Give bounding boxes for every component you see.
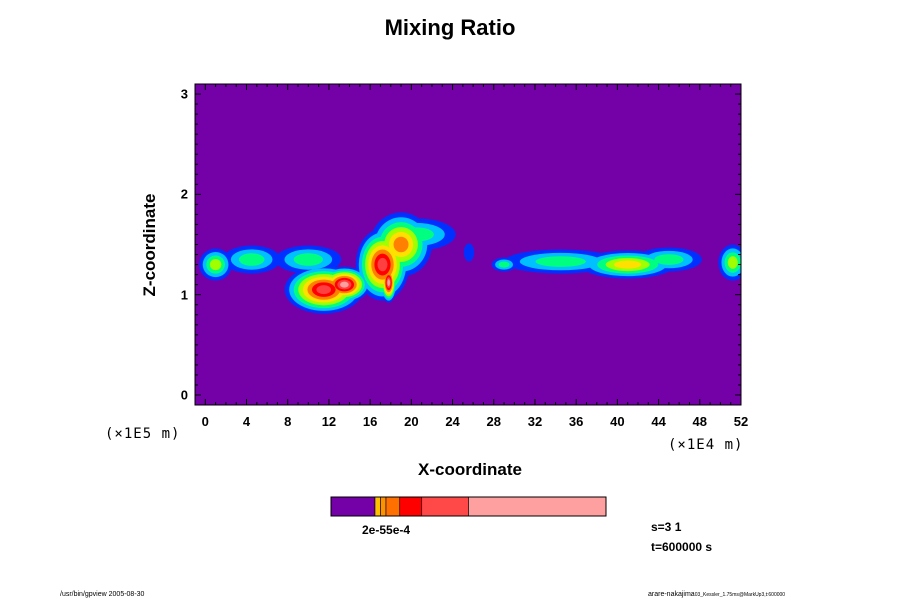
- x-axis-label: X-coordinate: [418, 460, 522, 479]
- contour-blob-10-level-3: [498, 261, 510, 268]
- colorbar-segment: [330, 496, 376, 517]
- contour-blob-4-level-9: [340, 281, 349, 288]
- tick-marks: [195, 84, 742, 405]
- contour-blob-6-level-6: [393, 236, 409, 253]
- footer-right: arare-nakajima03_Kessler_1.75ms@MarkUp3,…: [648, 591, 785, 598]
- chart-title: Mixing Ratio: [384, 15, 516, 40]
- x-tick-label: 32: [527, 414, 543, 429]
- contour-blob-8-level-9: [387, 279, 391, 286]
- contour-layer: [199, 212, 741, 314]
- x-tick-label: 28: [486, 414, 501, 429]
- x-tick-label: 24: [445, 414, 460, 429]
- x-tick-label: 12: [321, 414, 337, 429]
- y-scale-note: (×1E5 m): [105, 426, 181, 442]
- contour-blob-13-level-3: [654, 254, 684, 265]
- contour-blob-14-level-4: [727, 256, 738, 269]
- colorbar-segment: [468, 496, 607, 517]
- colorbar-frame: [330, 496, 607, 517]
- x-tick-label: 16: [362, 414, 378, 429]
- contour-blob-3-level-8: [316, 285, 332, 295]
- contour-blob-0-level-4: [209, 258, 222, 271]
- time-label: t=600000 s: [651, 540, 713, 554]
- footer-right-main: arare-nakajima: [648, 591, 695, 598]
- colorbar-segment: [374, 496, 381, 517]
- colorbar: [330, 496, 607, 517]
- contour-blob-5-level-8: [377, 257, 388, 272]
- contour-blob-9-level-1: [463, 243, 475, 262]
- y-tick-label: 3: [180, 86, 188, 102]
- x-tick-label: 44: [651, 414, 666, 429]
- y-axis-label: Z-coordinate: [140, 193, 159, 297]
- colorbar-segment: [385, 496, 401, 517]
- footer-left: /usr/bin/gpview 2005-08-30: [60, 591, 145, 598]
- colorbar-segment: [399, 496, 423, 517]
- colorbar-segment: [380, 496, 387, 517]
- x-tick-label: 8: [284, 414, 292, 429]
- y-tick-label: 2: [180, 186, 188, 202]
- contour-blob-2-level-3: [293, 253, 323, 266]
- x-tick-label: 20: [404, 414, 419, 429]
- contour-blob-1-level-3: [238, 253, 265, 266]
- x-tick-label: 0: [201, 414, 209, 429]
- x-tick-label: 48: [692, 414, 708, 429]
- colorbar-segment: [421, 496, 469, 517]
- y-tick-label: 1: [180, 287, 188, 303]
- x-tick-label: 52: [733, 414, 749, 429]
- colorbar-label: 2e-55e-4: [362, 523, 411, 537]
- x-tick-label: 4: [242, 414, 251, 429]
- contour-blob-11-level-3: [535, 256, 586, 267]
- contour-blob-12-level-5: [614, 260, 642, 269]
- x-scale-note: (×1E4 m): [668, 437, 744, 453]
- step-label: s=3 1: [651, 520, 682, 534]
- x-tick-label: 36: [568, 414, 584, 429]
- x-tick-label: 40: [610, 414, 625, 429]
- footer-right-small: 03_Kessler_1.75ms@MarkUp3,t:600000: [694, 592, 786, 598]
- y-tick-label: 0: [180, 387, 188, 403]
